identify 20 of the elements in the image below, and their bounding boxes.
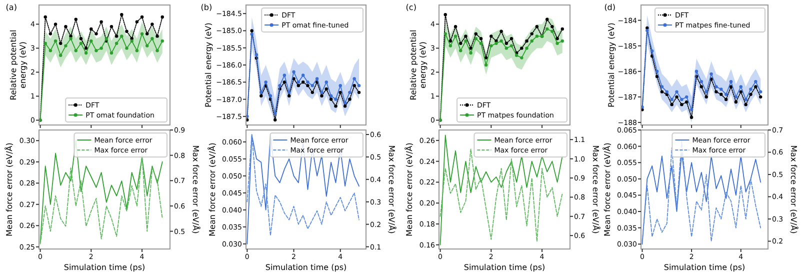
x-axis-title: Simulation time (ps) <box>265 263 347 272</box>
y-axis-title: Mean force error (eV/Å) <box>4 142 14 236</box>
y2-axis-title: Max force error (eV/Å) <box>591 145 601 234</box>
text: (b) <box>200 3 212 12</box>
text: (a) <box>6 3 17 12</box>
y-axis-title: Relative potential energy (eV) <box>8 30 28 100</box>
x-axis-title: Simulation time (ps) <box>664 263 746 272</box>
x-axis-title: Simulation time (ps) <box>464 263 546 272</box>
y-axis-title: Relative potential energy (eV) <box>408 30 428 100</box>
y-axis-title: Mean force error (eV/Å) <box>207 142 217 236</box>
x-axis-title: Simulation time (ps) <box>64 263 146 272</box>
y-axis-title: Mean force error (eV/Å) <box>404 142 414 236</box>
y2-axis-title: Max force error (eV/Å) <box>789 145 799 234</box>
y2-axis-title: Max force error (eV/Å) <box>387 145 397 234</box>
y-axis-title: Potential energy (eV) <box>607 22 616 108</box>
y-axis-title: Mean force error (eV/Å) <box>602 142 612 236</box>
text: (d) <box>604 3 616 12</box>
y2-axis-title: Max force error (eV/Å) <box>191 145 201 234</box>
y-axis-title: Potential energy (eV) <box>204 22 213 108</box>
text: (c) <box>406 3 416 12</box>
